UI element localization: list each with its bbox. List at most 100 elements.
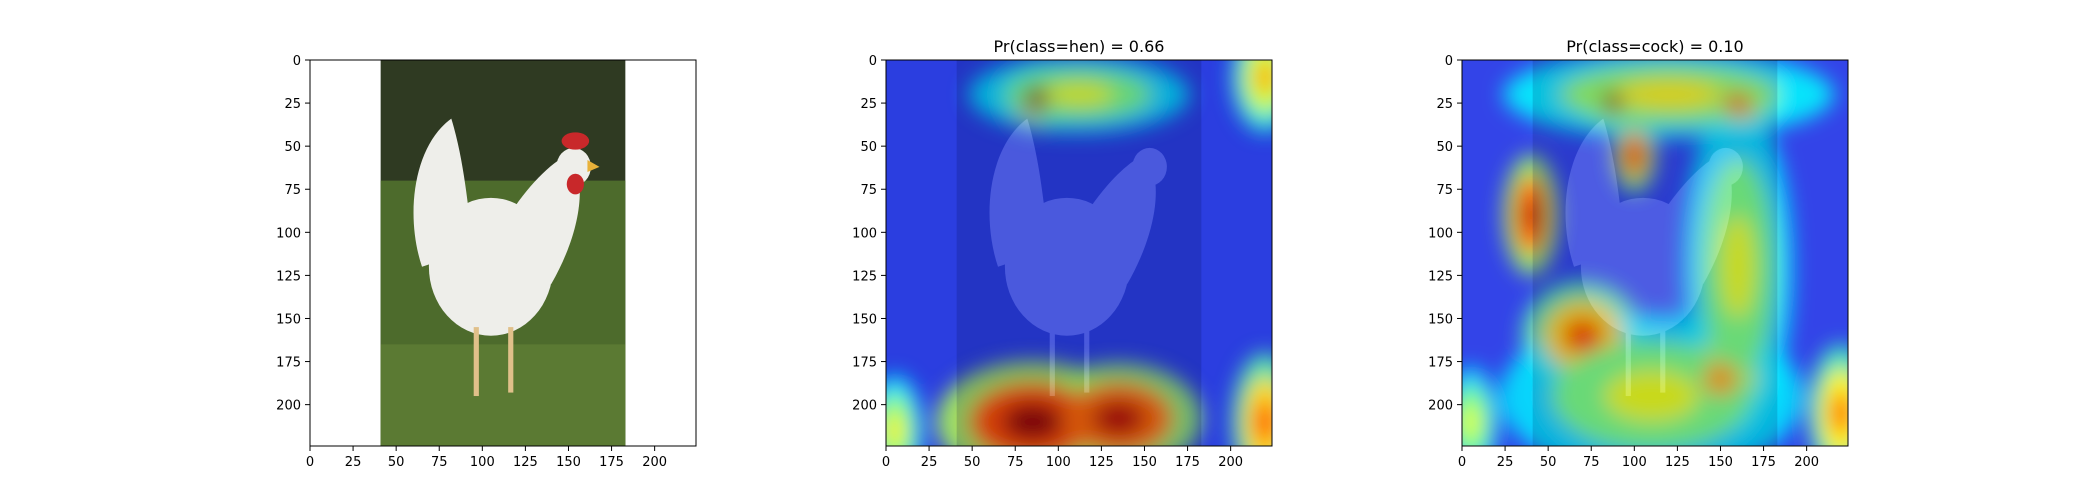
x-tick-label: 125 <box>513 455 538 470</box>
heat-core <box>1092 401 1145 436</box>
panel-title: Pr(class=cock) = 0.10 <box>1566 37 1743 56</box>
x-axis: 0 25 50 75 100 125 150 175 200 <box>306 446 667 470</box>
hen-photo <box>380 60 626 446</box>
x-tick-label: 0 <box>306 455 314 470</box>
x-axis: 0 25 50 75 100 125 150 175 200 <box>1458 446 1819 470</box>
heat-core <box>1254 60 1272 95</box>
hen-head <box>1132 147 1167 186</box>
heat-core <box>1830 391 1848 435</box>
x-tick-label: 25 <box>1497 455 1514 470</box>
x-tick-label: 0 <box>882 455 890 470</box>
y-tick-label: 25 <box>860 97 877 112</box>
y-tick-label: 200 <box>852 399 877 414</box>
x-tick-label: 50 <box>388 455 405 470</box>
x-axis: 0 25 50 75 100 125 150 175 200 <box>882 446 1243 470</box>
y-tick-label: 50 <box>1436 140 1453 155</box>
y-axis: 0 25 50 75 100 125 150 175 200 <box>852 54 886 414</box>
y-tick-label: 200 <box>276 399 301 414</box>
y-tick-label: 75 <box>1436 183 1453 198</box>
hen-head <box>1708 147 1743 186</box>
x-tick-label: 25 <box>921 455 938 470</box>
heat-core <box>1627 142 1642 167</box>
y-tick-label: 100 <box>276 226 301 241</box>
y-tick-label: 125 <box>1428 269 1453 284</box>
photo-region-shade <box>1532 60 1778 446</box>
hen-neck <box>1075 154 1156 285</box>
hen-leg <box>508 327 514 393</box>
x-tick-label: 0 <box>1458 455 1466 470</box>
x-tick-label: 100 <box>470 455 495 470</box>
x-tick-label: 175 <box>1175 455 1200 470</box>
y-tick-label: 175 <box>276 356 301 371</box>
x-tick-label: 75 <box>1007 455 1024 470</box>
x-tick-label: 175 <box>599 455 624 470</box>
heat-core <box>1617 80 1721 109</box>
y-axis: 0 25 50 75 100 125 150 175 200 <box>1428 54 1462 414</box>
heat-core <box>1025 87 1050 109</box>
hen-leg <box>473 327 479 397</box>
heat-core <box>1563 318 1602 353</box>
heat-core <box>1254 400 1272 444</box>
heat-core <box>1002 402 1063 441</box>
x-tick-label: 100 <box>1622 455 1647 470</box>
axes-frame <box>309 59 697 447</box>
x-tick-label: 50 <box>1540 455 1557 470</box>
hen-head <box>556 147 591 186</box>
axes-frame <box>1461 59 1849 447</box>
hen-leg <box>1049 327 1055 397</box>
hen-beak <box>587 159 600 173</box>
y-tick-label: 50 <box>284 140 301 155</box>
y-tick-label: 0 <box>293 54 301 69</box>
panel-original: 0 25 50 75 100 125 150 175 200 0 25 50 75 100 125 150 1… <box>276 54 697 470</box>
x-tick-label: 200 <box>1794 455 1819 470</box>
x-tick-label: 125 <box>1665 455 1690 470</box>
x-tick-label: 25 <box>345 455 362 470</box>
y-tick-label: 150 <box>852 312 877 327</box>
hen-leg <box>1660 327 1666 393</box>
hen-body <box>1004 197 1129 336</box>
photo-grass-near <box>380 344 626 446</box>
y-tick-label: 75 <box>860 183 877 198</box>
panel-title: Pr(class=hen) = 0.66 <box>994 37 1165 56</box>
plot-area <box>886 60 1272 446</box>
y-tick-label: 75 <box>284 183 301 198</box>
y-tick-label: 200 <box>1428 399 1453 414</box>
y-tick-label: 175 <box>1428 356 1453 371</box>
hen-body <box>1580 197 1705 336</box>
y-tick-label: 100 <box>1428 226 1453 241</box>
hen-neck <box>499 154 580 285</box>
hen-leg <box>1625 327 1631 397</box>
x-tick-label: 175 <box>1751 455 1776 470</box>
panel-cock: Pr(class=cock) = 0.10 0 25 50 75 100 125 150 17… <box>1428 37 1849 470</box>
y-tick-label: 175 <box>852 356 877 371</box>
hen-tail <box>1565 118 1626 267</box>
heat-core <box>1720 215 1755 319</box>
heatmap-hotspots <box>886 60 1272 446</box>
y-tick-label: 25 <box>1436 97 1453 112</box>
heat-core <box>1724 94 1751 112</box>
hen-neck <box>1651 154 1732 285</box>
y-tick-label: 150 <box>276 312 301 327</box>
x-tick-label: 200 <box>1218 455 1243 470</box>
plot-area <box>1462 60 1848 446</box>
y-tick-label: 25 <box>284 97 301 112</box>
hen-tail <box>989 118 1050 267</box>
x-tick-label: 125 <box>1089 455 1114 470</box>
heat-core <box>1703 361 1738 397</box>
y-axis: 0 25 50 75 100 125 150 175 200 <box>276 54 310 414</box>
x-tick-label: 150 <box>1708 455 1733 470</box>
y-tick-label: 50 <box>860 140 877 155</box>
y-tick-label: 0 <box>869 54 877 69</box>
heat-core <box>1522 196 1540 235</box>
heat-core <box>1604 370 1699 422</box>
heat-core <box>886 413 904 446</box>
hen-comb <box>561 132 590 150</box>
hen-wattle <box>566 173 584 195</box>
x-tick-label: 75 <box>1583 455 1600 470</box>
axes-frame <box>885 59 1273 447</box>
hen-silhouette-overlay <box>956 60 1202 446</box>
y-tick-label: 125 <box>852 269 877 284</box>
y-tick-label: 0 <box>1445 54 1453 69</box>
photo-region-shade <box>956 60 1202 446</box>
